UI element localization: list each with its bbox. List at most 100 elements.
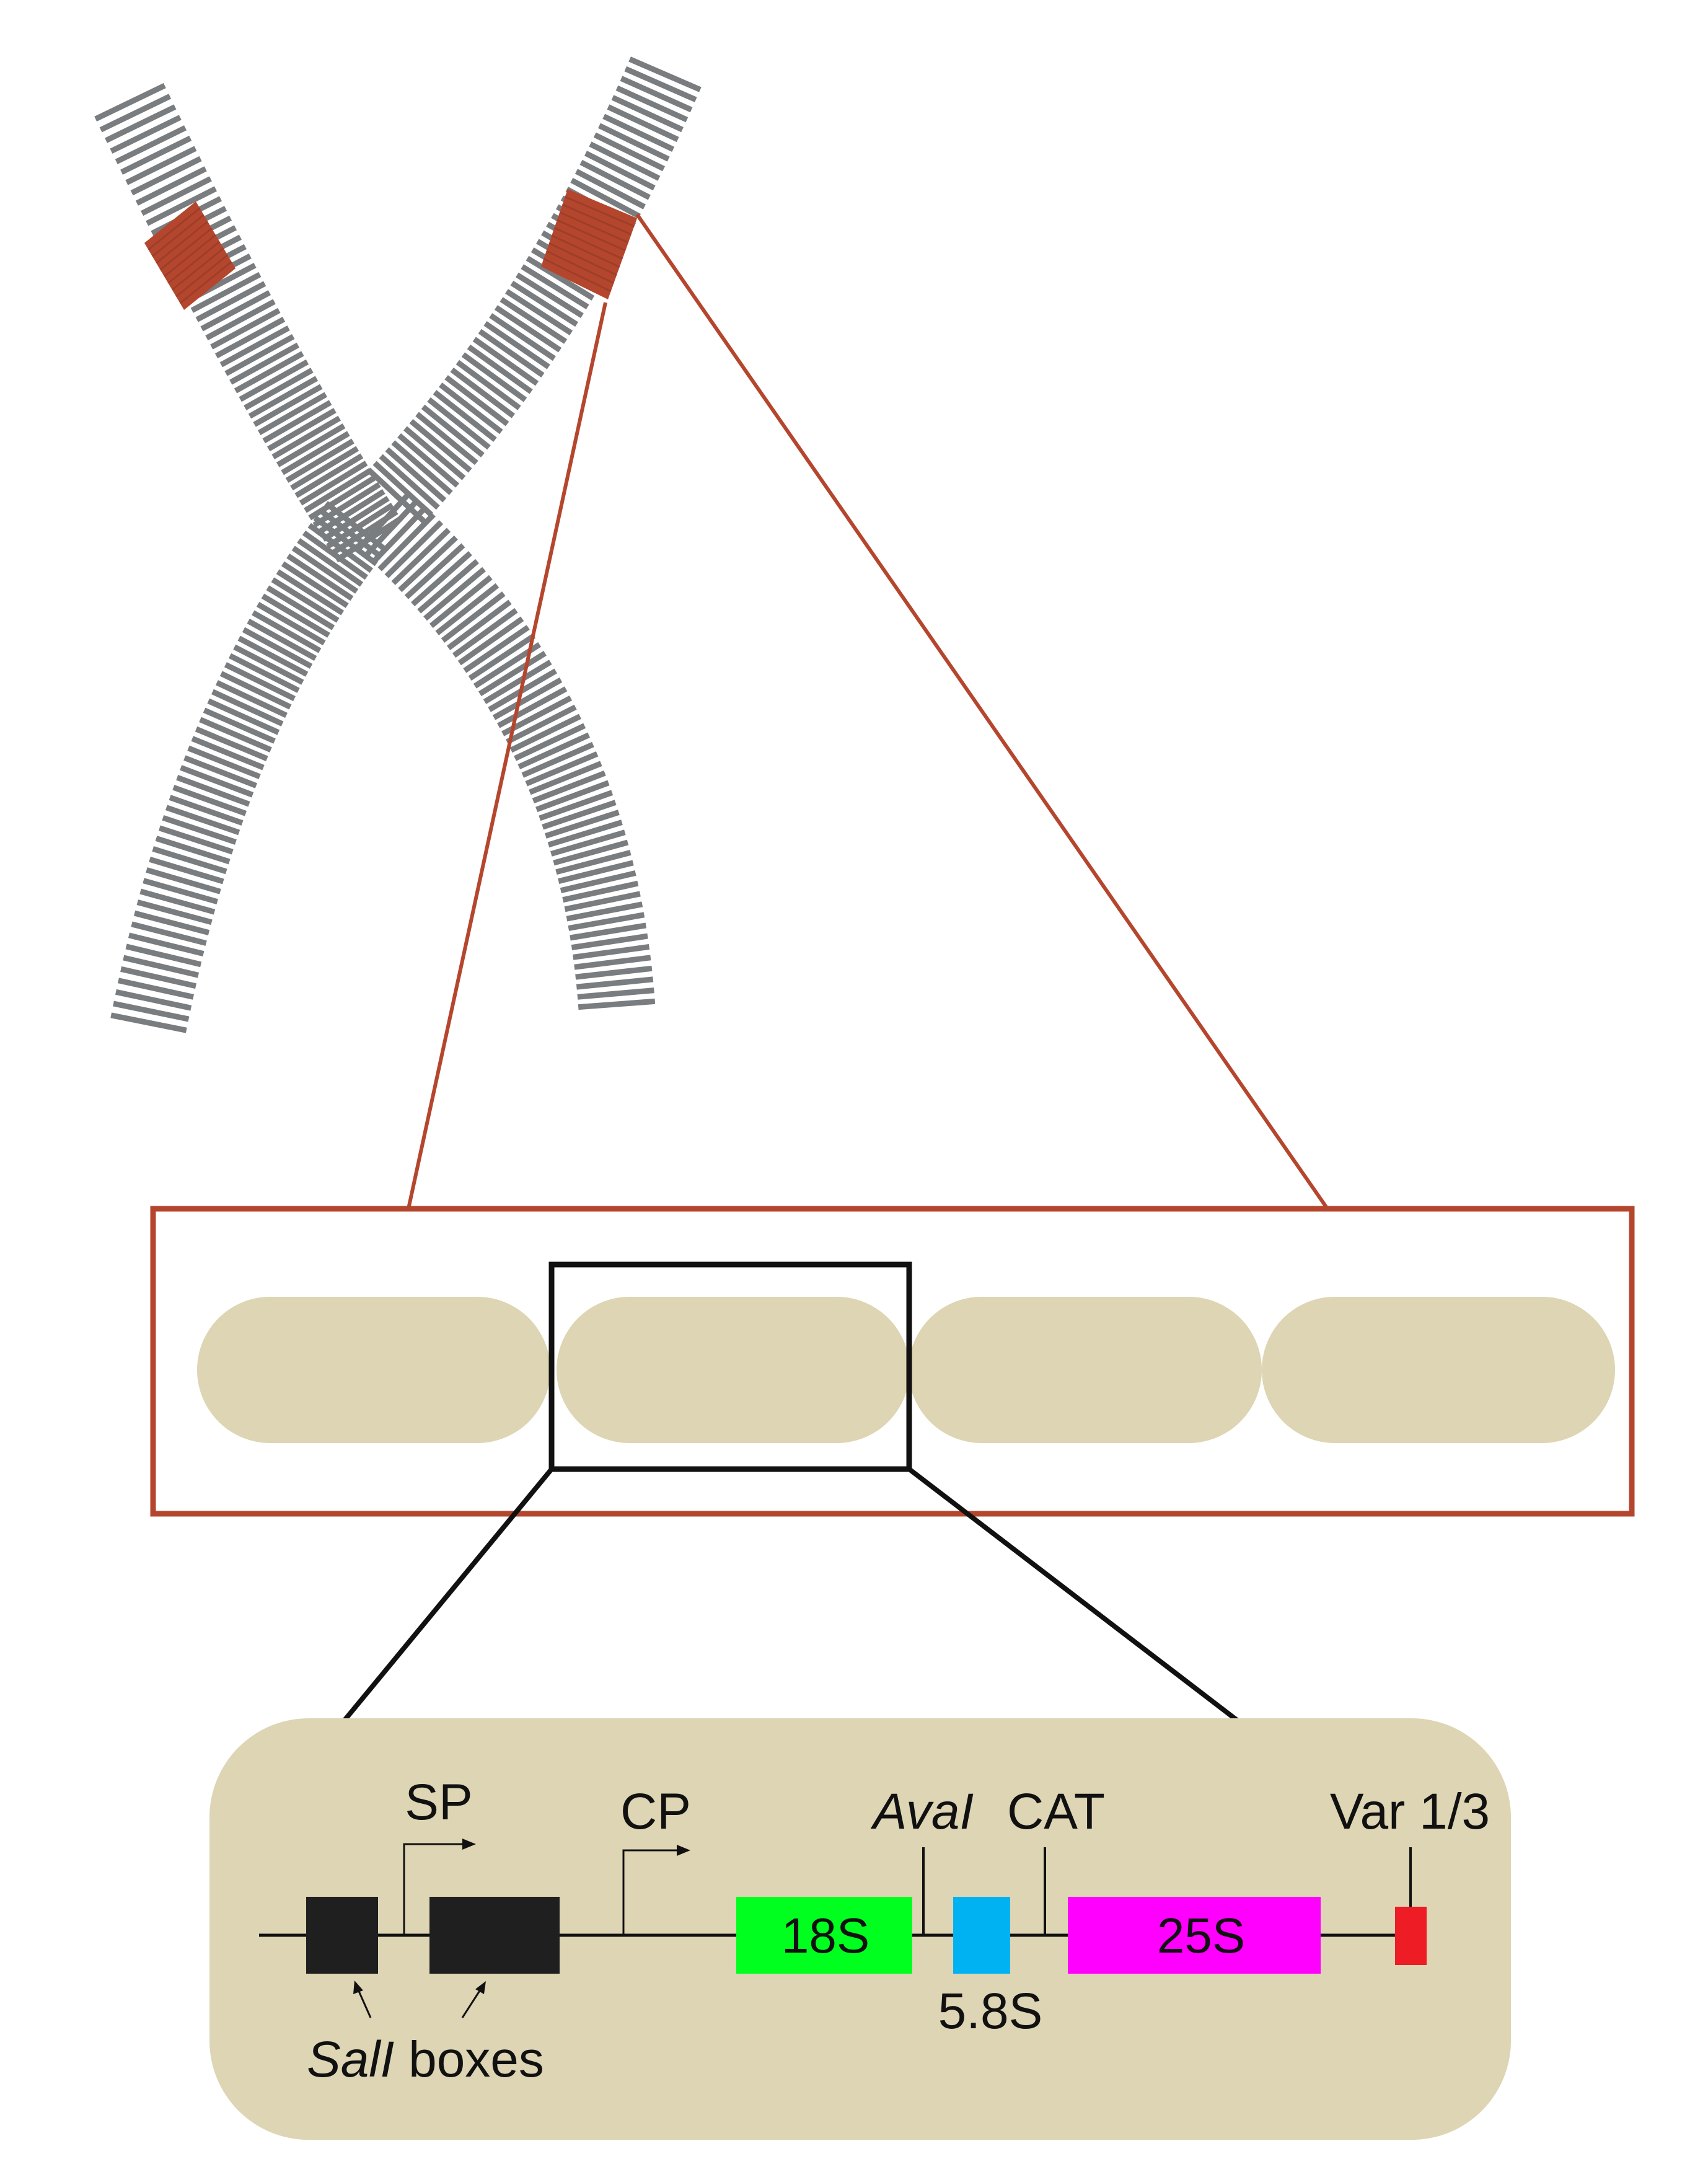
chromatid-stripe bbox=[560, 870, 636, 893]
chromatid-stripe bbox=[547, 819, 623, 848]
locus-stripe bbox=[179, 261, 232, 304]
cat-label: CAT bbox=[1007, 1783, 1105, 1840]
cp-label: CP bbox=[620, 1783, 691, 1840]
chromatid-stripe bbox=[517, 732, 591, 770]
chromatid-stripe bbox=[207, 698, 280, 735]
chromatid-stripe bbox=[271, 415, 341, 460]
chromatid-stripe bbox=[162, 815, 237, 845]
chromatid-stripe bbox=[439, 382, 503, 435]
chromatid-stripe bbox=[125, 146, 197, 185]
chromatid-stripe bbox=[247, 619, 317, 661]
chromatid-stripe bbox=[483, 320, 550, 369]
chromatid-stripe bbox=[131, 921, 207, 946]
tandem-repeat-array bbox=[150, 1206, 1635, 1517]
chromatid-stripe bbox=[219, 325, 290, 368]
chromatid-stripe bbox=[312, 482, 381, 528]
chromatid-stripe bbox=[210, 307, 281, 350]
chromatid-stripe bbox=[159, 825, 234, 855]
chromatid-stripe bbox=[136, 899, 213, 925]
chromatid-stripe bbox=[228, 653, 300, 693]
ava-label: AvaI bbox=[870, 1783, 974, 1840]
chromatid-stripe bbox=[233, 644, 304, 685]
zoom-lines-red bbox=[407, 213, 1329, 1210]
chromatid-stripe bbox=[377, 512, 436, 572]
chromatid-stripe bbox=[271, 577, 340, 623]
chromatid-stripe bbox=[566, 901, 643, 922]
chromatid-stripe bbox=[356, 490, 413, 551]
chromatid-stripe bbox=[237, 635, 309, 677]
locus-stripe bbox=[565, 196, 635, 227]
chromatid-stripe bbox=[515, 272, 584, 319]
sp-label: SP bbox=[405, 1774, 472, 1830]
repeat-unit-4 bbox=[1262, 1297, 1615, 1443]
chromatid-stripe bbox=[146, 867, 221, 894]
chromatid-stripe bbox=[195, 281, 266, 322]
chromatid-stripe bbox=[562, 880, 639, 903]
chromatid-stripe bbox=[529, 761, 602, 795]
chromatid-stripe bbox=[252, 610, 322, 653]
chromatid-stripe bbox=[133, 910, 210, 935]
chromatid-stripe bbox=[593, 132, 666, 172]
chromatid-stripe bbox=[615, 85, 689, 123]
gene-25s bbox=[1068, 1897, 1321, 1974]
chromatid-stripe bbox=[128, 932, 205, 957]
gene-25s-label: 25S bbox=[1157, 1908, 1245, 1963]
chromatid-stripe bbox=[526, 255, 595, 301]
chromatid-stripe bbox=[169, 795, 244, 826]
repeat-unit-2 bbox=[557, 1297, 910, 1443]
locus-stripe bbox=[147, 207, 201, 250]
var-label: Var 1/3 bbox=[1330, 1783, 1490, 1840]
locus-stripe bbox=[156, 221, 209, 264]
chromatid-stripe bbox=[155, 836, 231, 865]
chromatid-stripe bbox=[256, 601, 326, 646]
chromatid-stripe bbox=[244, 368, 314, 410]
chromatid-stripe bbox=[203, 707, 276, 744]
chromatid-stripe bbox=[391, 528, 451, 585]
chromatid-stripe bbox=[123, 955, 200, 978]
chromatid-stripe bbox=[602, 113, 675, 152]
chromatid-stripe bbox=[281, 561, 349, 608]
chromatid-stripe bbox=[146, 186, 217, 226]
chromatid-stripe bbox=[371, 505, 428, 565]
chromatid-stripe bbox=[532, 771, 606, 804]
locus-stripe bbox=[551, 234, 620, 268]
chromatid-stripe bbox=[450, 367, 516, 418]
chromatid-stripe bbox=[578, 998, 656, 1010]
chromatid-stripe bbox=[152, 846, 227, 875]
chromatid-stripe bbox=[187, 745, 261, 780]
chromatid-stripe bbox=[421, 404, 485, 457]
locus-stripe bbox=[557, 219, 626, 252]
chromatid-stripe bbox=[224, 662, 296, 702]
chromatid-stripe bbox=[403, 426, 466, 480]
chromatid-stripe bbox=[229, 342, 300, 385]
chromatid-stripe bbox=[510, 280, 578, 327]
chromatid-stripe bbox=[576, 976, 654, 990]
chromatid-stripe bbox=[441, 591, 506, 643]
chromatid-stripe bbox=[105, 104, 177, 143]
locus-stripe bbox=[561, 203, 632, 236]
chromatid-stripe bbox=[257, 392, 327, 436]
chromatid-stripe bbox=[607, 104, 679, 143]
chromatid-stripe bbox=[505, 289, 573, 335]
chromatid-stripe bbox=[219, 671, 292, 710]
selected-unit-frame bbox=[548, 1261, 912, 1472]
chromatid-stripe bbox=[224, 333, 295, 376]
chromatid-stripe bbox=[514, 723, 586, 761]
chromatid-stripe bbox=[115, 989, 192, 1011]
chromatid-stripe bbox=[611, 95, 684, 133]
chromatid-stripe bbox=[391, 440, 453, 495]
chromatid-stripe bbox=[143, 878, 218, 904]
chromatid-stripe bbox=[574, 955, 651, 970]
chromatid-stripe bbox=[165, 805, 240, 836]
array-frame bbox=[150, 1206, 1635, 1517]
chromatid-stripe bbox=[574, 169, 646, 210]
chromatid-stripe bbox=[570, 922, 647, 941]
chromatid-stripe bbox=[120, 135, 192, 175]
locus-stripe bbox=[159, 227, 213, 271]
chromatid-stripe bbox=[444, 375, 509, 426]
chromatid-stripe bbox=[130, 156, 202, 196]
chromatid-stripe bbox=[579, 159, 651, 200]
chromatid-stripe bbox=[423, 567, 486, 621]
chromatid-stripe bbox=[172, 785, 247, 816]
chromatid-stripe bbox=[446, 599, 512, 650]
